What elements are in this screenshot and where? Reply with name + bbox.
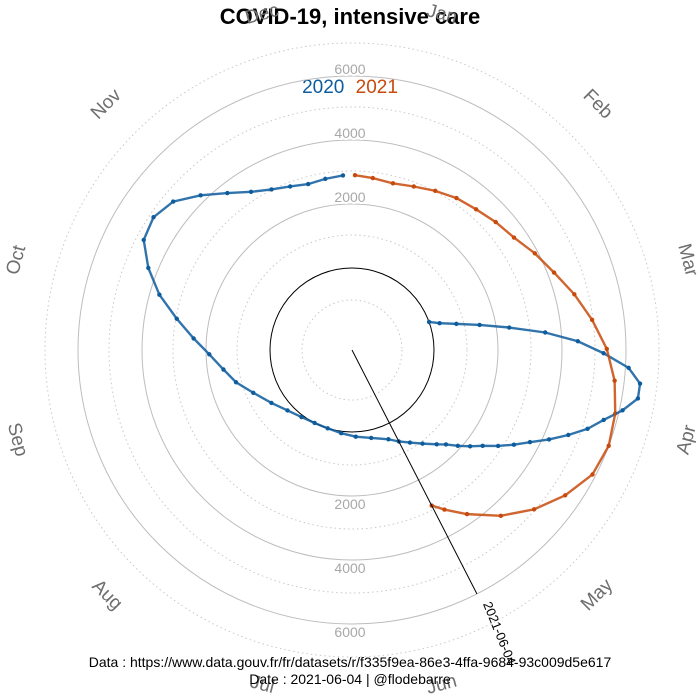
- data-source-caption: Data : https://www.data.gouv.fr/fr/datas…: [88, 654, 612, 670]
- radial-tick-label-6000-upper: 6000: [334, 61, 365, 77]
- series-line-2021: [354, 174, 617, 517]
- month-label-may: May: [577, 575, 618, 616]
- radial-tick-label-6000-lower: 6000: [334, 624, 365, 640]
- month-label-apr: Apr: [673, 422, 700, 457]
- reference-circle: [269, 267, 435, 433]
- grid-circle-6000: [77, 75, 627, 625]
- dotted-grid-circle-1: [236, 234, 468, 466]
- chart-title: COVID-19, intensive care: [219, 4, 481, 29]
- radial-tick-label-4000-lower: 4000: [334, 560, 365, 576]
- month-label-feb: Feb: [579, 85, 617, 123]
- radial-tick-label-2000-upper: 2000: [334, 189, 365, 205]
- month-label-sep: Sep: [3, 421, 32, 459]
- legend-entry-2020: 2020: [302, 77, 345, 98]
- dotted-grid-circle-4: [44, 42, 660, 658]
- radial-tick-label-4000-upper: 4000: [334, 125, 365, 141]
- chart-legend: 2020 2021: [0, 77, 700, 99]
- month-label-nov: Nov: [87, 85, 126, 124]
- dotted-grid-circle-0: [301, 299, 403, 401]
- month-label-dec: Dec: [243, 0, 281, 29]
- series-line-2020: [142, 174, 642, 448]
- date-caption: Date : 2021-06-04 | @flodebarre: [249, 671, 451, 687]
- month-label-aug: Aug: [88, 576, 127, 615]
- month-label-mar: Mar: [673, 242, 700, 280]
- radial-tick-label-2000-lower: 2000: [334, 496, 365, 512]
- legend-entry-2021: 2021: [355, 77, 398, 98]
- month-label-jan: Jan: [424, 0, 459, 28]
- current-date-line: [351, 349, 478, 595]
- month-label-oct: Oct: [2, 242, 30, 277]
- dotted-grid-circle-2: [172, 170, 532, 530]
- grid-circle-4000: [141, 139, 563, 561]
